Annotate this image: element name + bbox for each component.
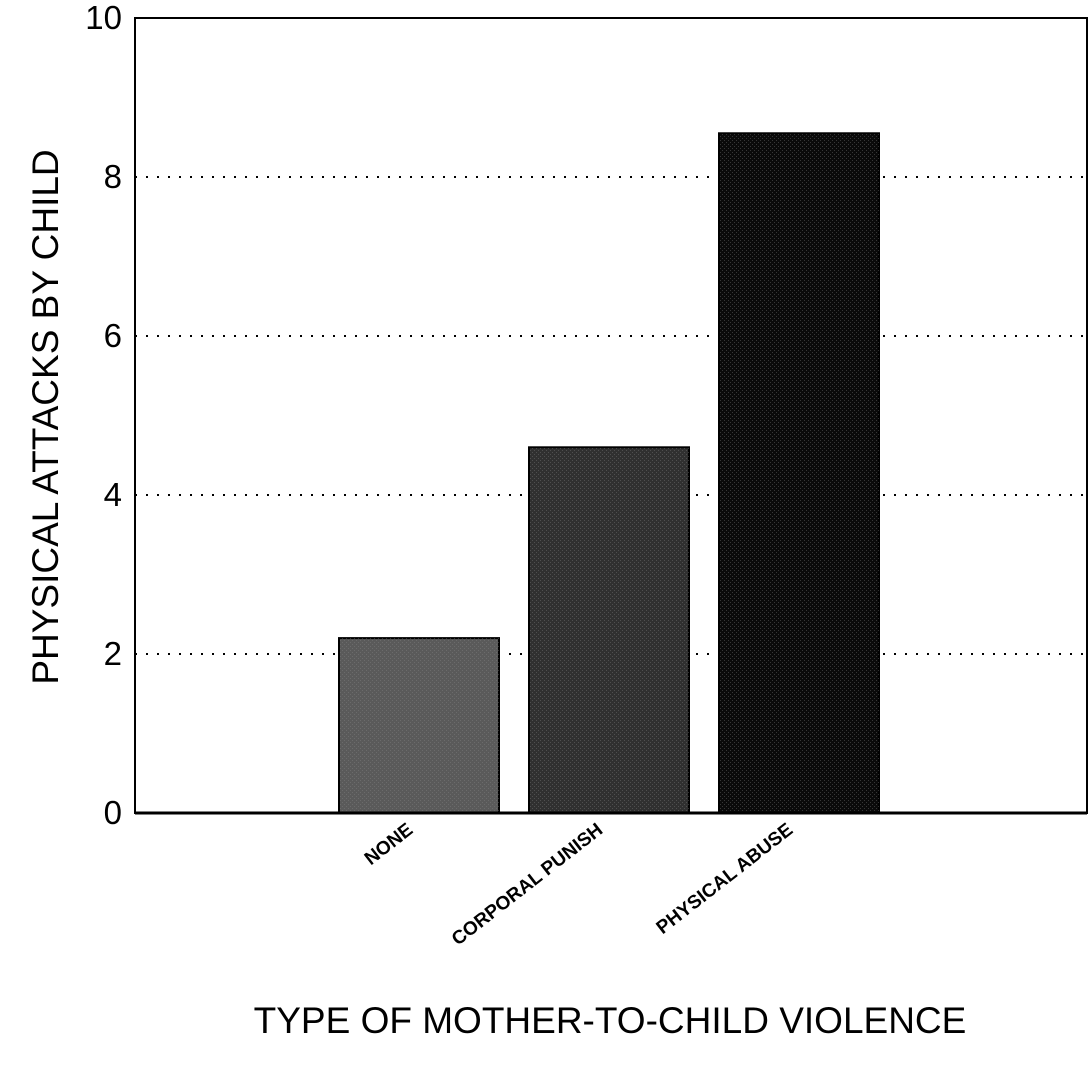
- bar-texture: [339, 638, 499, 813]
- x-tick-label: PHYSICAL ABUSE: [653, 819, 797, 938]
- y-tick-label: 10: [85, 0, 122, 36]
- gridlines: [135, 176, 1087, 655]
- y-tick-label: 8: [104, 158, 122, 195]
- y-tick-label: 0: [104, 794, 122, 831]
- bars: [338, 132, 880, 814]
- bar-texture: [719, 133, 879, 813]
- x-tick-label: CORPORAL PUNISH: [448, 819, 607, 950]
- y-tick-label: 4: [104, 476, 122, 513]
- y-axis-title: PHYSICAL ATTACKS BY CHILD: [25, 149, 66, 684]
- x-axis-title: TYPE OF MOTHER-TO-CHILD VIOLENCE: [254, 1000, 967, 1041]
- x-tick-label: NONE: [361, 819, 417, 869]
- bar-texture: [529, 447, 689, 813]
- x-tick-labels: NONE CORPORAL PUNISH PHYSICAL ABUSE: [361, 819, 797, 950]
- y-tick-labels: 0 2 4 6 8 10: [85, 0, 122, 831]
- y-tick-label: 6: [104, 317, 122, 354]
- y-tick-label: 2: [104, 635, 122, 672]
